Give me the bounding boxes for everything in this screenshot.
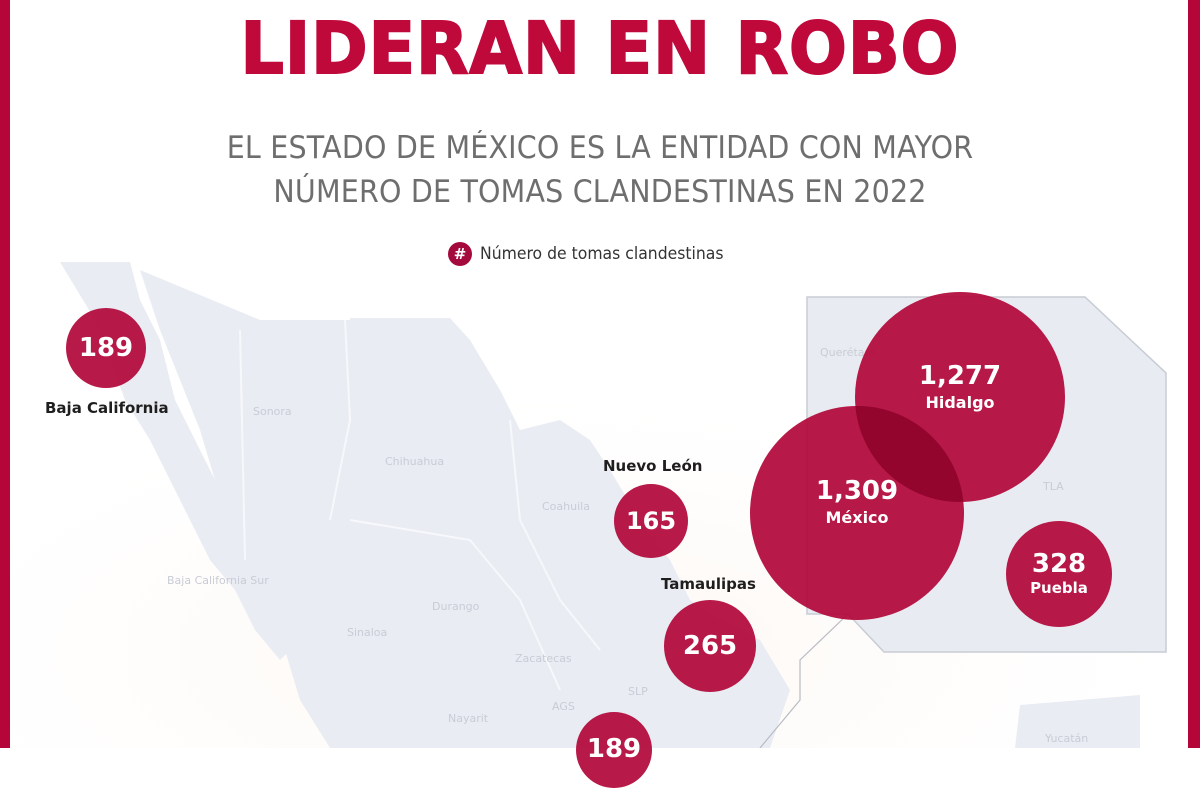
subtitle: EL ESTADO DE MÉXICO ES LA ENTIDAD CON MA… xyxy=(48,126,1152,214)
bubble-mexico: 1,309 México xyxy=(750,406,964,620)
bubble-value: 189 xyxy=(78,333,134,363)
subtitle-line-2: NÚMERO DE TOMAS CLANDESTINAS EN 2022 xyxy=(273,174,927,210)
bubble-hidalgo: 1,277 Hidalgo xyxy=(855,292,1065,502)
state-label-queretaro: Querétaro xyxy=(820,346,876,359)
state-border xyxy=(329,319,352,521)
state-label-nayarit: Nayarit xyxy=(448,712,489,725)
bubble-value: 189 xyxy=(586,734,642,764)
bubble-tamaulipas: 265 xyxy=(664,600,756,692)
legend-label: Número de tomas clandestinas xyxy=(480,244,724,264)
bubble-value: 1,309 xyxy=(815,476,899,507)
bubble-nuevo-leon: 165 xyxy=(614,484,688,558)
state-label-sonora: Sonora xyxy=(253,405,292,418)
page-title: LIDERAN EN ROBO xyxy=(240,8,960,91)
bubble-value: 1,277 xyxy=(918,361,1002,392)
bubble-overlap xyxy=(855,406,964,502)
inset-connector-line xyxy=(759,613,849,748)
bubble-value: 165 xyxy=(625,507,677,535)
state-label-durango: Durango xyxy=(432,600,480,613)
bubble-label-nuevo-leon: Nuevo León xyxy=(603,457,703,475)
bubble-baja-california: 189 xyxy=(66,308,146,388)
subtitle-line-1: EL ESTADO DE MÉXICO ES LA ENTIDAD CON MA… xyxy=(226,130,974,166)
state-label-chihuahua: Chihuahua xyxy=(385,455,444,468)
state-label-bcs: Baja California Sur xyxy=(167,574,269,587)
right-frame-border xyxy=(1188,0,1200,748)
yucatan-shape xyxy=(1015,695,1140,748)
legend: # Número de tomas clandestinas xyxy=(448,240,745,268)
bubble-label-tamaulipas: Tamaulipas xyxy=(661,575,756,593)
state-label-coahuila: Coahuila xyxy=(542,500,590,513)
bubble-state-name: Hidalgo xyxy=(925,393,995,413)
bubble-state-name: México xyxy=(825,508,889,528)
state-border xyxy=(239,329,246,561)
mainland-shape xyxy=(140,270,790,748)
state-border xyxy=(509,419,601,651)
state-label-slp: SLP xyxy=(628,685,648,698)
state-label-zacatecas: Zacatecas xyxy=(515,652,572,665)
state-border xyxy=(349,519,561,691)
hash-icon: # xyxy=(448,242,472,266)
left-frame-border xyxy=(0,0,10,748)
state-label-ags: AGS xyxy=(552,700,575,713)
state-label-yucatan: Yucatán xyxy=(1044,732,1088,745)
state-label-sinaloa: Sinaloa xyxy=(347,626,387,639)
bubble-puebla: 328 Puebla xyxy=(1006,521,1112,627)
bubble-bottom-cutoff: 189 xyxy=(576,712,652,788)
bubble-state-name: Puebla xyxy=(1030,579,1088,597)
state-label-tlaxcala: TLA xyxy=(1042,480,1064,493)
bubble-value: 328 xyxy=(1031,549,1087,579)
bubble-label-baja-california: Baja California xyxy=(45,399,169,417)
bubble-value: 265 xyxy=(682,631,738,661)
